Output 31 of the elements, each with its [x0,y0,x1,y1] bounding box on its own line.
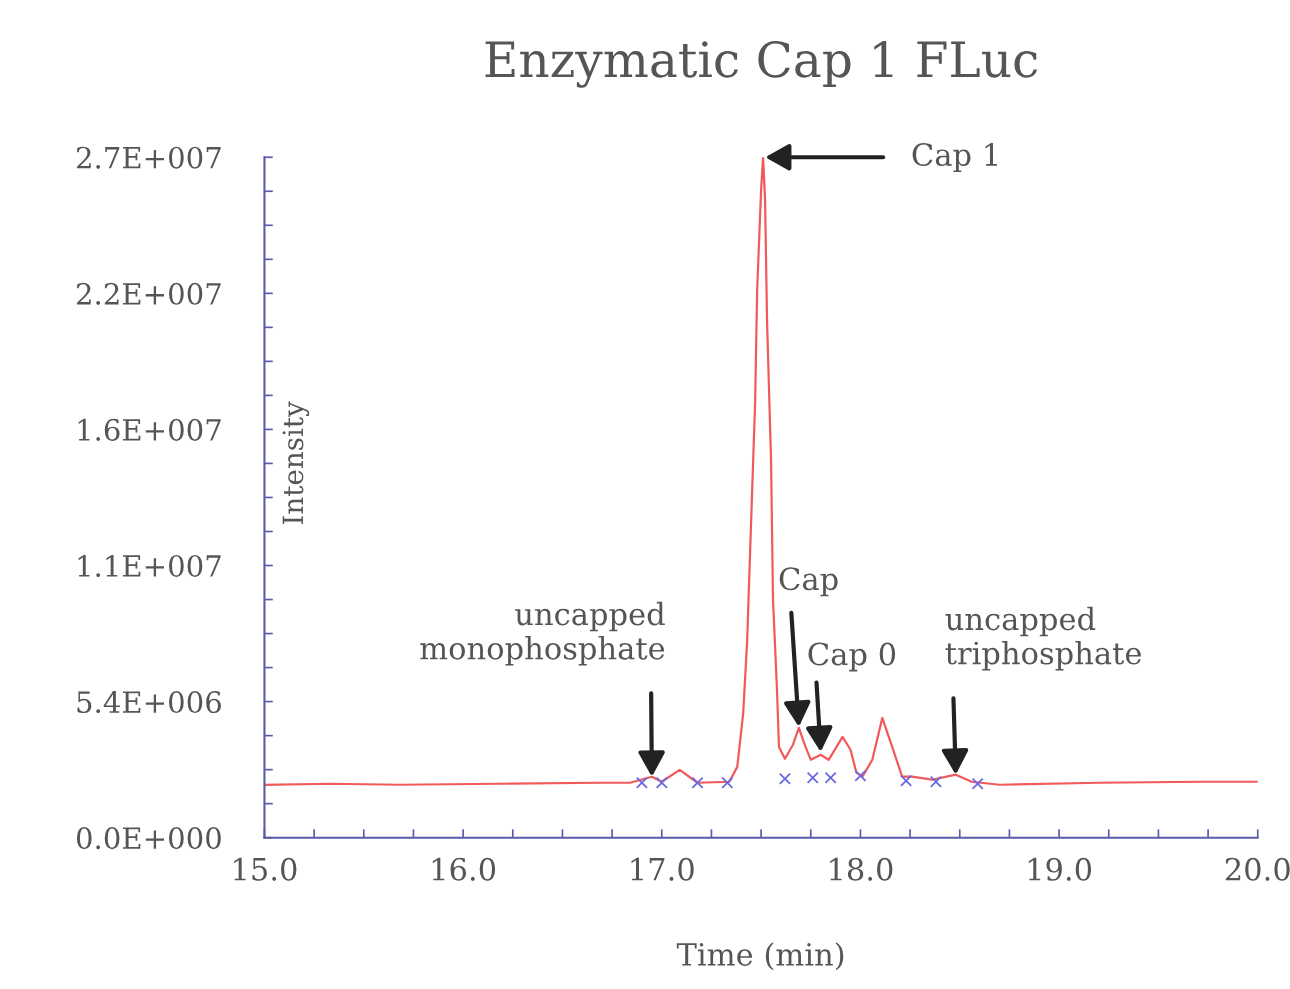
y-tick-label: 2.7E+007 [76,146,221,169]
x-tick-label: 20.0 [1225,857,1290,881]
x-tick-label: 16.0 [432,857,496,881]
y-axis-title: Intensity [282,401,310,525]
y-tick-label: 1.6E+007 [78,418,221,441]
point [806,771,819,784]
point [655,776,668,789]
x-tick-label: 18.0 [830,857,893,881]
x-tick-label: 19.0 [1028,857,1092,881]
annotation: Cap 1 [912,143,997,173]
point [691,776,704,789]
y-tick-label: 0.0E+000 [76,827,221,850]
point [721,776,734,789]
annotation: uncapped monophosphate [420,601,665,666]
point [824,771,837,784]
x-tick-label: 17.0 [631,857,694,881]
annotation: Cap [779,567,838,597]
point [971,777,984,790]
annotation: Cap 0 [808,642,896,672]
chart-title: Enzymatic Cap 1 FLuc [485,40,1038,88]
x-axis-title: Time (min) [676,942,844,971]
point [900,774,913,787]
point [929,775,942,788]
y-tick-label: 1.1E+007 [78,554,221,578]
x-tick-label: 15.0 [234,857,297,881]
y-tick-label: 2.2E+007 [76,282,221,305]
point [778,772,791,785]
y-tick-label: 5.4E+006 [77,691,221,714]
point [635,776,648,789]
point [854,769,867,782]
annotation: uncapped triphosphate [945,606,1141,671]
